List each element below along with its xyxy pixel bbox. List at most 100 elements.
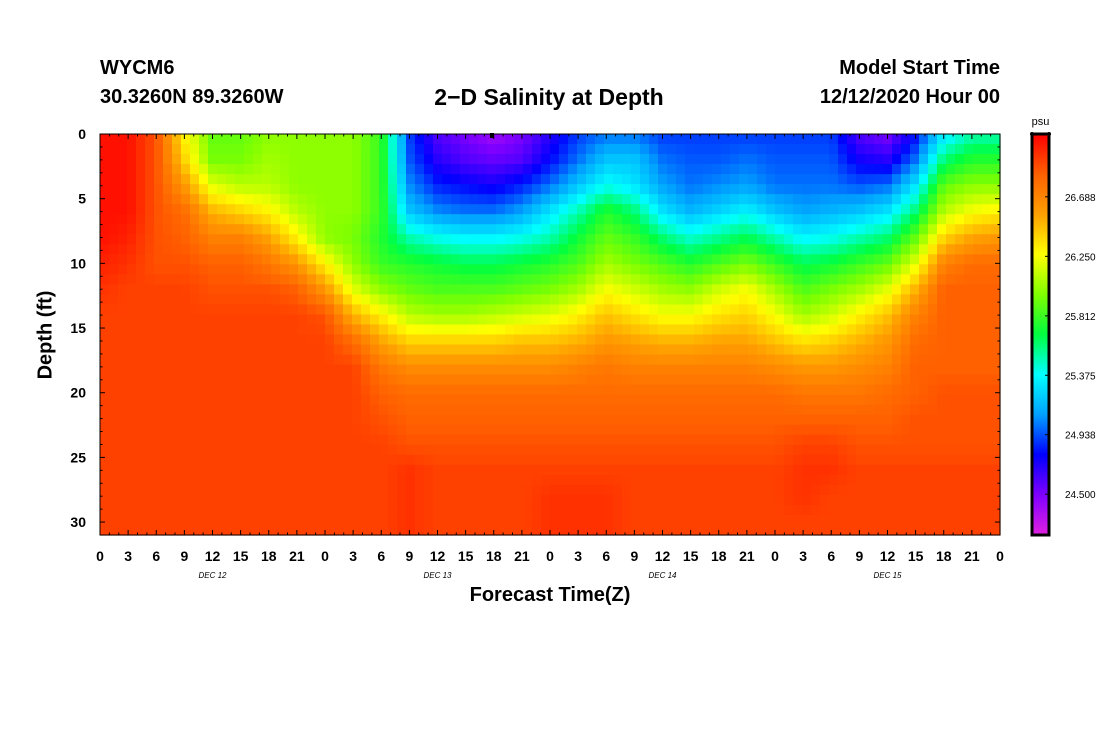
heatmap-cell (388, 414, 398, 426)
heatmap-cell (496, 424, 506, 436)
heatmap-cell (109, 284, 119, 295)
heatmap-cell (946, 254, 956, 265)
x-tick-label: 6 (152, 548, 160, 564)
heatmap-cell (271, 434, 281, 446)
heatmap-cell (739, 264, 749, 275)
heatmap-cell (406, 144, 416, 155)
heatmap-cell (856, 374, 866, 386)
heatmap-cell (919, 334, 929, 346)
heatmap-cell (397, 204, 407, 215)
heatmap-cell (748, 164, 758, 175)
heatmap-cell (478, 334, 488, 346)
heatmap-cell (739, 314, 749, 326)
heatmap-cell (622, 454, 632, 466)
heatmap-cell (181, 444, 191, 456)
heatmap-cell (289, 464, 299, 476)
heatmap-cell (649, 344, 659, 356)
heatmap-cell (604, 374, 614, 386)
heatmap-cell (892, 434, 902, 446)
heatmap-cell (379, 294, 389, 306)
heatmap-cell (487, 454, 497, 466)
heatmap-cell (658, 274, 668, 285)
heatmap-cell (397, 234, 407, 245)
heatmap-cell (991, 374, 1001, 386)
heatmap-cell (469, 434, 479, 446)
heatmap-cell (136, 424, 146, 436)
heatmap-cell (289, 324, 299, 336)
heatmap-cell (946, 364, 956, 376)
heatmap-cell (388, 434, 398, 446)
heatmap-cell (379, 384, 389, 396)
heatmap-cell (613, 154, 623, 165)
heatmap-cell (361, 404, 371, 416)
heatmap-cell (622, 404, 632, 416)
heatmap-cell (451, 174, 461, 185)
heatmap-cell (595, 364, 605, 376)
heatmap-cell (181, 464, 191, 476)
heatmap-cell (829, 354, 839, 366)
heatmap-cell (991, 314, 1001, 326)
heatmap-cell (685, 414, 695, 426)
heatmap-cell (145, 454, 155, 466)
heatmap-cell (991, 304, 1001, 316)
heatmap-cell (361, 324, 371, 336)
heatmap-cell (604, 504, 614, 516)
heatmap-cell (694, 204, 704, 215)
heatmap-cell (613, 204, 623, 215)
heatmap-cell (964, 184, 974, 195)
heatmap-cell (289, 194, 299, 205)
heatmap-cell (280, 304, 290, 316)
heatmap-cell (856, 254, 866, 265)
heatmap-cell (721, 424, 731, 436)
heatmap-cell (982, 424, 992, 436)
heatmap-cell (559, 434, 569, 446)
heatmap-cell (919, 314, 929, 326)
heatmap-cell (100, 414, 110, 426)
heatmap-cell (334, 444, 344, 456)
heatmap-cell (388, 314, 398, 326)
x-tick-label: 0 (96, 548, 104, 564)
heatmap-cell (523, 224, 533, 235)
heatmap-cell (388, 204, 398, 215)
heatmap-cell (271, 404, 281, 416)
heatmap-cell (118, 384, 128, 396)
heatmap-cell (208, 424, 218, 436)
heatmap-cell (865, 164, 875, 175)
heatmap-cell (766, 484, 776, 496)
heatmap-cell (442, 474, 452, 486)
heatmap-cell (289, 294, 299, 306)
heatmap-cell (757, 184, 767, 195)
heatmap-cell (505, 134, 515, 145)
heatmap-cell (145, 494, 155, 506)
heatmap-cell (721, 234, 731, 245)
heatmap-cell (118, 494, 128, 506)
heatmap-cell (937, 314, 947, 326)
heatmap-cell (118, 374, 128, 386)
heatmap-cell (145, 134, 155, 145)
heatmap-cell (532, 454, 542, 466)
heatmap-cell (361, 384, 371, 396)
heatmap-cell (784, 274, 794, 285)
heatmap-cell (343, 344, 353, 356)
heatmap-cell (208, 184, 218, 195)
heatmap-cell (631, 384, 641, 396)
heatmap-cell (631, 314, 641, 326)
heatmap-cell (505, 304, 515, 316)
heatmap-cell (694, 274, 704, 285)
heatmap-cell (748, 144, 758, 155)
heatmap-cell (928, 224, 938, 235)
heatmap-cell (262, 294, 272, 306)
heatmap-cell (172, 494, 182, 506)
heatmap-cell (451, 204, 461, 215)
heatmap-cell (370, 274, 380, 285)
heatmap-cell (154, 434, 164, 446)
heatmap-cell (892, 364, 902, 376)
heatmap-cell (955, 184, 965, 195)
heatmap-cell (424, 424, 434, 436)
heatmap-cell (406, 284, 416, 295)
heatmap-cell (865, 514, 875, 526)
heatmap-cell (271, 414, 281, 426)
heatmap-cell (271, 504, 281, 516)
heatmap-cell (532, 164, 542, 175)
heatmap-cell (208, 144, 218, 155)
